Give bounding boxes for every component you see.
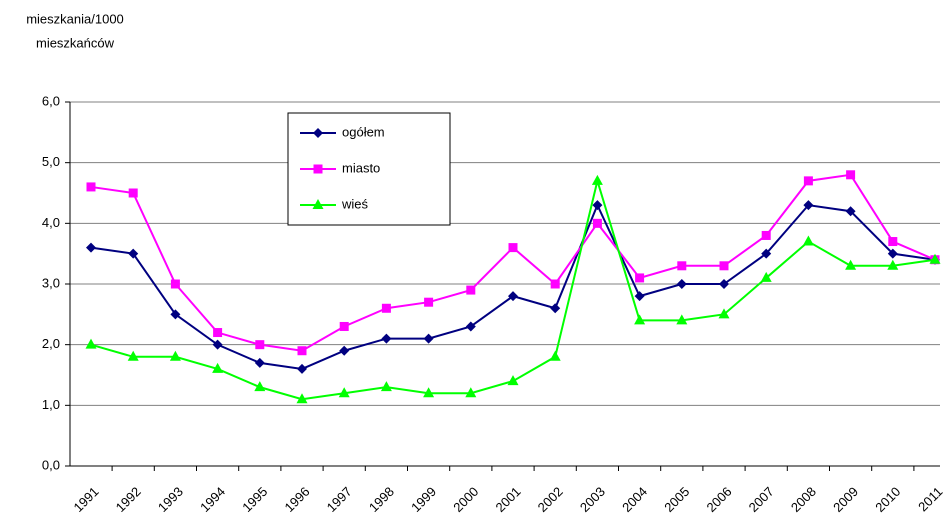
y-tick-label: 5,0	[42, 154, 60, 169]
data-point	[465, 321, 476, 332]
x-tick-label: 2004	[619, 484, 650, 515]
data-point	[591, 174, 603, 185]
data-point	[423, 333, 434, 344]
data-point	[86, 242, 96, 253]
data-point	[507, 375, 519, 386]
data-point	[550, 303, 561, 314]
data-point	[339, 345, 350, 356]
y-axis-label: mieszkańców	[36, 35, 115, 50]
legend-marker	[312, 199, 324, 209]
data-point	[887, 248, 898, 259]
data-point	[592, 200, 603, 211]
data-point	[170, 309, 181, 320]
x-tick-label: 2006	[703, 484, 734, 515]
x-tick-label: 1996	[281, 484, 312, 515]
data-point	[297, 363, 307, 374]
data-point	[169, 350, 181, 361]
data-point	[423, 387, 435, 398]
data-point	[508, 243, 518, 253]
legend-marker	[313, 164, 323, 174]
data-point	[677, 261, 687, 271]
x-tick-label: 2007	[746, 484, 777, 515]
data-point	[338, 387, 350, 398]
y-tick-label: 4,0	[42, 215, 60, 230]
legend-label: wieś	[341, 196, 369, 211]
data-point	[465, 387, 477, 398]
data-point	[929, 253, 941, 264]
data-point	[550, 279, 560, 289]
x-tick-label: 1998	[366, 484, 397, 515]
data-point	[254, 381, 266, 392]
data-point	[255, 340, 265, 350]
data-point	[760, 271, 772, 282]
data-point	[761, 248, 772, 259]
data-point	[634, 314, 646, 325]
data-point	[424, 297, 434, 307]
data-point	[719, 261, 729, 271]
data-point	[635, 273, 645, 283]
y-tick-label: 2,0	[42, 336, 60, 351]
data-point	[85, 338, 97, 349]
data-point	[381, 303, 391, 313]
data-point	[254, 357, 265, 368]
x-tick-label: 2001	[492, 484, 523, 515]
data-point	[845, 206, 856, 217]
data-point	[634, 291, 645, 302]
x-tick-label: 2000	[450, 484, 481, 515]
legend-label: ogółem	[342, 124, 385, 139]
x-tick-label: 1999	[408, 484, 439, 515]
data-point	[718, 308, 730, 319]
x-tick-label: 2005	[661, 484, 692, 515]
x-tick-label: 2002	[535, 484, 566, 515]
x-tick-label: 1995	[239, 484, 270, 515]
data-point	[380, 381, 392, 392]
data-point	[549, 350, 561, 361]
data-point	[296, 393, 308, 404]
data-point	[676, 314, 688, 325]
data-point	[86, 182, 96, 192]
x-tick-label: 2003	[577, 484, 608, 515]
data-point	[803, 176, 813, 186]
data-point	[128, 248, 139, 259]
data-point	[212, 339, 223, 350]
y-tick-label: 1,0	[42, 397, 60, 412]
data-point	[761, 230, 771, 240]
legend-marker	[313, 128, 323, 138]
data-point	[381, 333, 392, 344]
legend-label: miasto	[342, 160, 380, 175]
data-point	[466, 285, 476, 295]
data-point	[339, 321, 349, 331]
data-point	[846, 170, 856, 180]
data-point	[887, 259, 899, 270]
data-point	[803, 200, 814, 211]
x-tick-label: 2010	[872, 484, 903, 515]
data-point	[802, 235, 814, 246]
data-point	[212, 362, 224, 373]
x-tick-label: 1993	[155, 484, 186, 515]
data-point	[297, 346, 307, 356]
y-tick-label: 0,0	[42, 457, 60, 472]
data-point	[213, 328, 223, 338]
data-point	[845, 259, 857, 270]
y-axis-label: mieszkania/1000	[26, 11, 124, 26]
x-tick-label: 1997	[324, 484, 355, 515]
x-tick-label: 1992	[113, 484, 144, 515]
data-point	[128, 188, 138, 198]
x-tick-label: 1991	[70, 484, 101, 515]
y-tick-label: 3,0	[42, 275, 60, 290]
data-point	[127, 350, 139, 361]
y-tick-label: 6,0	[42, 93, 60, 108]
data-point	[719, 279, 729, 289]
data-point	[676, 279, 687, 289]
x-tick-label: 2009	[830, 484, 861, 515]
x-tick-label: 2011	[915, 484, 945, 514]
x-tick-label: 2008	[788, 484, 819, 515]
x-tick-label: 1994	[197, 484, 228, 515]
data-point	[592, 218, 602, 228]
data-point	[170, 279, 180, 289]
data-point	[888, 237, 898, 247]
data-point	[508, 291, 518, 302]
